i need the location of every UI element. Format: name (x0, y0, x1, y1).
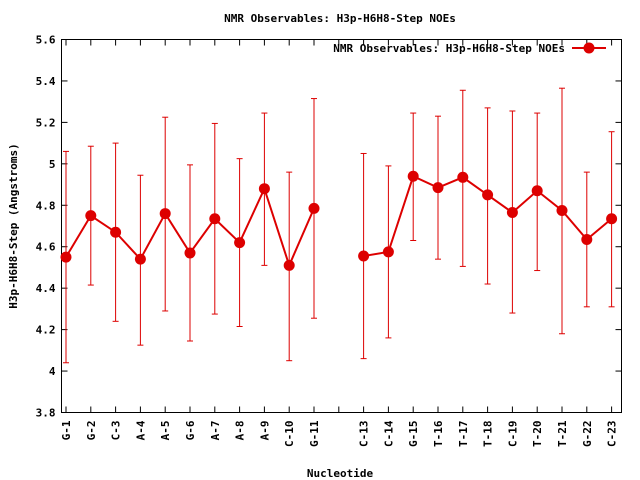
data-point (358, 250, 370, 262)
x-tick-label: G-2 (85, 421, 98, 441)
data-point (606, 213, 618, 225)
data-point (283, 259, 295, 271)
y-tick-label: 4.6 (36, 241, 56, 254)
x-tick-label: G-1 (60, 420, 73, 440)
y-tick-label: 5.4 (36, 75, 56, 88)
x-tick-label: G-11 (308, 420, 321, 447)
data-point (134, 253, 146, 265)
x-tick-label: T-16 (432, 420, 445, 447)
x-tick-label: G-6 (184, 420, 197, 440)
legend: NMR Observables: H3p-H6H8-Step NOEs (333, 42, 606, 55)
data-point (457, 171, 469, 183)
data-point (482, 189, 494, 201)
y-axis-label: H3p-H6H8-Step (Angstroms) (7, 143, 20, 309)
data-point (60, 251, 72, 263)
x-tick-label: A-5 (159, 421, 172, 441)
data-points (60, 170, 618, 271)
data-point (110, 226, 122, 238)
data-point (234, 237, 246, 249)
data-point (506, 207, 518, 219)
x-tick-label: T-18 (482, 421, 495, 448)
y-tick-label: 4.4 (36, 282, 56, 295)
x-tick-label: G-15 (407, 421, 420, 448)
y-tick-label: 4 (49, 365, 56, 378)
data-point (531, 185, 543, 197)
y-tick-label: 5.6 (36, 34, 56, 47)
x-tick-label: T-21 (556, 420, 569, 447)
x-tick-label: C-3 (110, 421, 123, 441)
data-point (432, 182, 444, 194)
x-tick-label: G-22 (581, 421, 594, 448)
x-tick-label: A-8 (234, 421, 247, 441)
x-tick-label: A-9 (258, 421, 271, 441)
data-point (258, 183, 270, 195)
legend-marker-swatch (583, 42, 595, 54)
x-tick-label: T-17 (457, 421, 470, 448)
y-tick-label: 4.8 (36, 199, 56, 212)
data-point (308, 202, 320, 214)
x-tick-label: A-7 (209, 421, 222, 441)
x-tick-label: C-13 (358, 421, 371, 448)
data-point (184, 247, 196, 259)
data-point (85, 210, 97, 222)
y-tick-label: 4.2 (36, 324, 56, 337)
x-tick-label: C-23 (606, 421, 619, 448)
x-tick-label: C-10 (283, 421, 296, 448)
error-bars (63, 87, 615, 364)
x-tick-label: T-20 (531, 421, 544, 448)
y-tick-label: 5.2 (36, 116, 56, 129)
y-axis: 3.8 4 4.2 4.4 4.6 4.8 5 5.2 5.4 5.6 (36, 34, 622, 420)
x-axis-label: Nucleotide (307, 467, 374, 480)
y-tick-label: 3.8 (36, 407, 56, 420)
x-tick-label: C-14 (382, 420, 395, 447)
y-tick-label: 5 (49, 158, 56, 171)
x-axis: G-1 G-2 C-3 A-4 A-5 G-6 A-7 A-8 A-9 C-10 G-11 C-13 C… (60, 39, 619, 448)
data-point (407, 170, 419, 182)
legend-label: NMR Observables: H3p-H6H8-Step NOEs (333, 42, 565, 55)
data-point (209, 213, 221, 225)
x-tick-label: A-4 (134, 420, 147, 440)
data-point (556, 204, 568, 216)
series-line (65, 174, 613, 269)
x-tick-label: C-19 (506, 421, 519, 448)
data-point (581, 233, 593, 245)
data-point (382, 246, 394, 258)
plot-frame (61, 39, 622, 413)
data-point (159, 208, 171, 220)
chart-title: NMR Observables: H3p-H6H8-Step NOEs (224, 12, 456, 25)
